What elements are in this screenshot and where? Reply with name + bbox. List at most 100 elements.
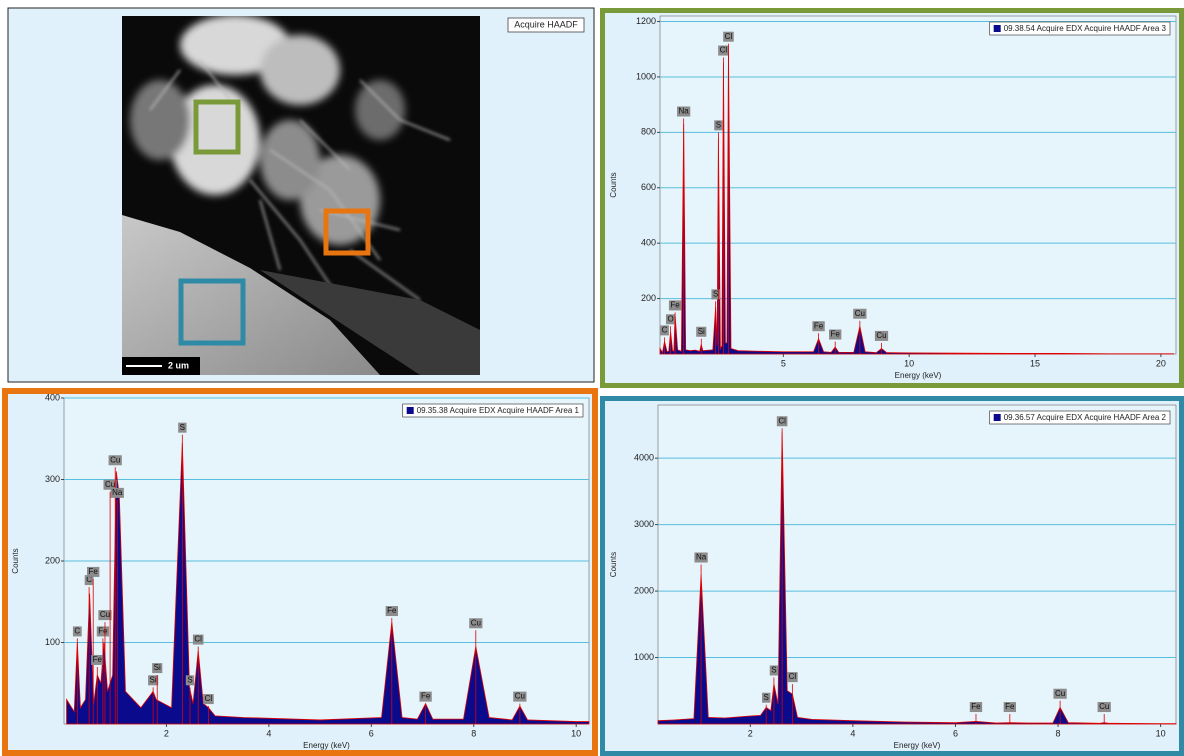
- area-1-marker: [323, 208, 371, 256]
- legend-swatch: [406, 407, 414, 414]
- legend-swatch: [993, 25, 1001, 32]
- image-label-box: [507, 17, 585, 33]
- x-tick-label: 20: [1156, 358, 1166, 368]
- x-tick-label: 5: [781, 358, 786, 368]
- peak-label-box: [769, 665, 779, 676]
- peak-label: C: [662, 325, 668, 334]
- spectrum-chart: 200 400 600 800 1000 1200 5 10 15 20 CO Fe Na Si S S Cl C…: [600, 8, 1184, 388]
- x-tick-label: 6: [369, 728, 374, 738]
- peak-label: Si: [698, 327, 705, 336]
- x-tick-label: 6: [953, 728, 958, 738]
- peak-label-box: [762, 692, 771, 703]
- peak-label: O: [667, 314, 673, 323]
- legend-label: 09.36.57 Acquire EDX Acquire HAADF Area …: [1004, 413, 1167, 422]
- legend: 09.38.54 Acquire EDX Acquire HAADF Area …: [989, 21, 1171, 36]
- plot-background: [659, 15, 1177, 355]
- peak-label-box: [812, 321, 825, 332]
- peak-label: Fe: [98, 627, 108, 636]
- peak-label-box: [513, 691, 527, 702]
- peak-label: Cu: [105, 480, 115, 489]
- peak-label-box: [108, 455, 122, 466]
- peak-label-box: [103, 479, 117, 490]
- image-panel: 2 um Acquire HAADF: [7, 7, 595, 383]
- x-tick-label: 4: [266, 728, 271, 738]
- peak-label: Na: [696, 553, 707, 562]
- peak-label-box: [110, 487, 124, 498]
- peak-label: Cu: [515, 692, 525, 701]
- peak-label-box: [1097, 702, 1111, 713]
- y-tick-label: 100: [45, 637, 60, 647]
- peak-label-box: [178, 422, 187, 433]
- scale-bar-label: 2 um: [168, 360, 189, 370]
- legend-label: 09.35.38 Acquire EDX Acquire HAADF Area …: [417, 406, 580, 415]
- panel-frame: [2, 388, 598, 756]
- x-tick-label: 8: [471, 728, 476, 738]
- peak-label: Cu: [1055, 689, 1065, 698]
- spectrum-chart: 1000 2000 3000 4000 2 4 6 8 10 Na Cl S S Cl Fe Fe Cu Cu Co…: [600, 396, 1184, 756]
- area-2-marker: [178, 278, 246, 346]
- x-tick-label: 2: [748, 728, 753, 738]
- y-tick-label: 200: [45, 555, 60, 565]
- peak-label-box: [152, 663, 163, 674]
- y-tick-label: 600: [641, 182, 656, 192]
- peak-label: S: [180, 423, 185, 432]
- peak-label: Fe: [93, 655, 103, 664]
- peak-label-box: [723, 31, 734, 42]
- peak-label: S: [713, 289, 718, 298]
- peak-label: Cu: [100, 610, 110, 619]
- peak-label: C: [74, 627, 80, 636]
- x-tick-label: 8: [1056, 728, 1061, 738]
- peak-label-box: [874, 330, 889, 341]
- peak-label-box: [1053, 688, 1067, 699]
- peak-label: Fe: [1005, 702, 1015, 711]
- peak-label: Cl: [778, 416, 786, 425]
- peak-label-box: [385, 606, 398, 617]
- peak-label-box: [776, 416, 788, 427]
- micrograph: [122, 16, 480, 375]
- peak-label: Cl: [194, 635, 202, 644]
- peak-label: Na: [112, 488, 123, 497]
- peak-label-box: [711, 289, 720, 300]
- y-tick-label: 3000: [634, 519, 654, 529]
- peak-label: S: [771, 666, 776, 675]
- peak-label: Fe: [89, 567, 99, 576]
- peak-label-box: [148, 675, 159, 686]
- spectrum-area: [657, 431, 1177, 725]
- peak-label-box: [718, 45, 729, 56]
- peak-label: Cu: [855, 309, 865, 318]
- peak-label-box: [203, 694, 214, 705]
- legend: 09.35.38 Acquire EDX Acquire HAADF Area …: [402, 403, 584, 418]
- y-axis-label: Counts: [11, 548, 20, 573]
- peak-label-box: [84, 575, 94, 586]
- peak-label-box: [96, 626, 110, 637]
- y-tick-label: 800: [641, 127, 656, 137]
- peak-label: Si: [154, 663, 161, 672]
- peak-label: Cl: [789, 672, 797, 681]
- peak-label: S: [187, 675, 192, 684]
- panel-frame: [600, 8, 1184, 388]
- area-3-marker: [193, 99, 241, 155]
- peak-label: Fe: [670, 301, 680, 310]
- peak-label: Fe: [387, 606, 397, 615]
- peak-label: Cu: [1099, 702, 1109, 711]
- y-tick-label: 400: [641, 238, 656, 248]
- peak-label-box: [829, 329, 842, 340]
- x-tick-label: 4: [850, 728, 855, 738]
- peak-label-box: [419, 691, 432, 702]
- peak-label-box: [72, 626, 82, 637]
- peak-label-box: [668, 300, 682, 311]
- peak-label: Cu: [876, 331, 886, 340]
- peak-label: Cl: [720, 46, 728, 55]
- peak-label: Cl: [725, 32, 733, 41]
- x-axis-label: Energy (keV): [894, 741, 941, 750]
- y-tick-label: 1000: [636, 71, 656, 81]
- peak-label-box: [677, 106, 691, 117]
- peak-label-box: [192, 634, 204, 645]
- plot-background: [657, 404, 1177, 725]
- peak-label-box: [98, 610, 112, 621]
- x-tick-label: 10: [1156, 728, 1166, 738]
- spectrum-area: [66, 442, 590, 725]
- y-tick-label: 300: [45, 474, 60, 484]
